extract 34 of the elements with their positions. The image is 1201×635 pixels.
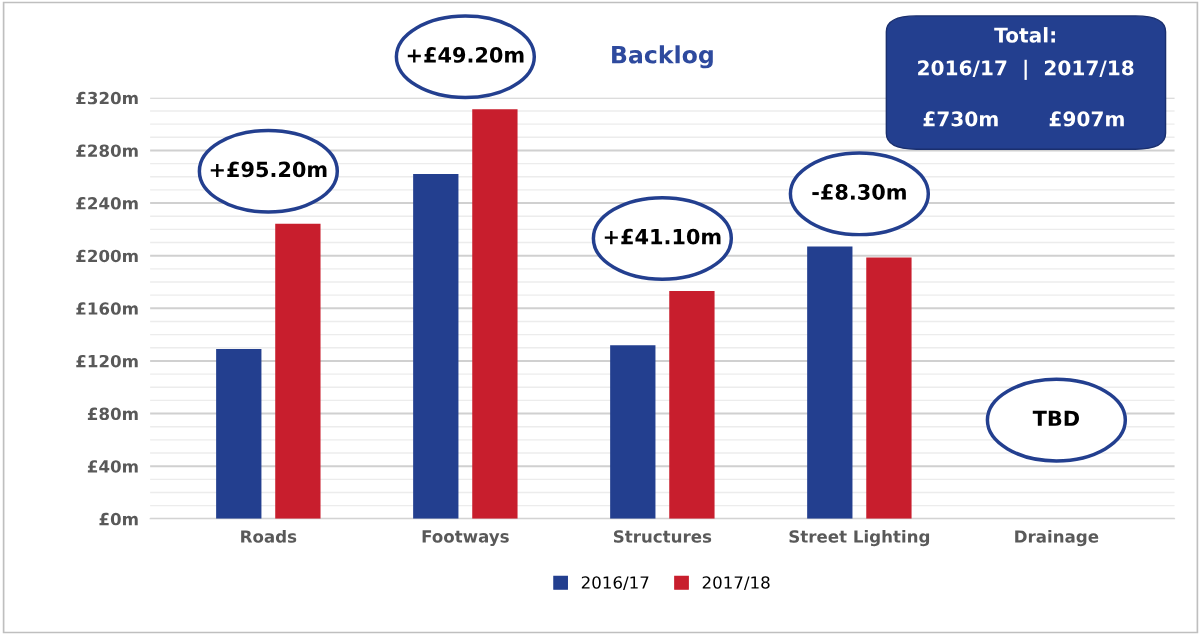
chart-title: Backlog <box>612 45 713 69</box>
x-tick-label: Street Lighting <box>789 529 930 547</box>
legend-label: 2016/17 <box>581 576 649 591</box>
bar <box>669 291 715 519</box>
y-tick-label: £160m <box>76 302 138 315</box>
bar <box>472 109 518 519</box>
text: Total: <box>994 27 1055 43</box>
annotation: £907m <box>1049 111 1124 127</box>
text: 2016/17 | 2017/18 <box>918 59 1134 80</box>
annotation: +£95.20m <box>210 161 327 178</box>
annotation: -£8.30m <box>812 184 906 200</box>
annotation: TBD <box>1032 410 1079 426</box>
legend-label: 2017/18 <box>702 576 770 591</box>
y-tick-label: £40m <box>87 460 138 473</box>
y-tick-label: £280m <box>76 144 138 157</box>
text: +£49.20m <box>407 47 524 63</box>
bar <box>413 174 459 519</box>
bar <box>866 257 912 519</box>
bar <box>216 349 262 519</box>
y-tick-label: £320m <box>76 91 138 105</box>
bar <box>610 345 656 519</box>
y-tick-label: £0m <box>99 512 138 526</box>
x-tick-label: Structures <box>613 530 712 543</box>
annotation: £730m <box>923 111 998 127</box>
y-tick-label: £200m <box>76 249 138 263</box>
bar <box>275 223 321 519</box>
y-tick-label: £120m <box>76 354 138 368</box>
y-tick-label: £240m <box>76 197 138 210</box>
x-tick-label: Footways <box>422 530 509 547</box>
y-tick-label: £80m <box>87 407 138 421</box>
x-tick-label: Drainage <box>1015 529 1099 547</box>
annotation: +£41.10m <box>604 228 721 245</box>
bar <box>807 246 853 519</box>
x-tick-label: Roads <box>241 529 297 543</box>
